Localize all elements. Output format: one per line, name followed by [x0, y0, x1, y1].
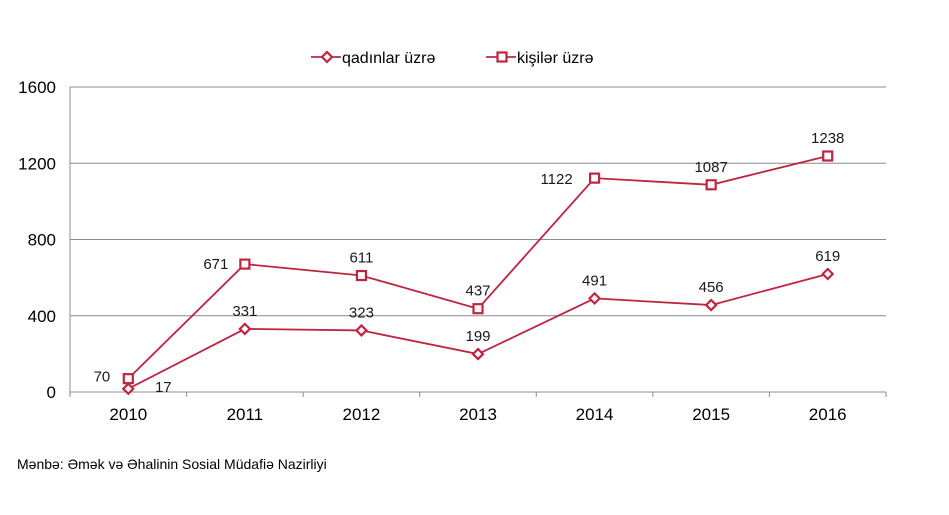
data-label-women: 491: [582, 272, 607, 289]
data-label-men: 437: [465, 283, 490, 300]
data-point-men: [355, 269, 368, 282]
y-tick-label: 0: [47, 383, 56, 402]
legend: qadınlar üzrə kişilər üzrə: [311, 50, 594, 67]
data-point-men: [239, 258, 251, 270]
data-label-men: 1087: [694, 159, 727, 176]
legend-label-women: qadınlar üzrə: [342, 50, 435, 67]
legend-marker-women: [320, 50, 334, 64]
data-point-women: [354, 323, 368, 337]
data-point-women: [588, 291, 602, 305]
data-point-men: [705, 179, 717, 191]
data-point-women: [121, 382, 135, 396]
data-label-men: 70: [94, 369, 111, 386]
gridlines: [70, 86, 886, 317]
data-point-women: [471, 347, 485, 361]
y-tick-label: 800: [28, 231, 56, 250]
data-label-men: 1238: [811, 130, 844, 147]
data-label-men: 671: [203, 256, 228, 273]
x-tick-label: 2011: [227, 405, 264, 424]
source-note: Mənbə: Əmək və Əhalinin Sosial Müdafiə N…: [17, 456, 327, 472]
legend-label-men: kişilər üzrə: [517, 50, 594, 67]
x-tick-label: 2010: [109, 405, 147, 424]
x-tick-label: 2013: [459, 405, 497, 424]
x-tick-label: 2016: [809, 405, 847, 424]
data-label-women: 323: [349, 304, 374, 321]
data-label-women: 199: [465, 328, 490, 345]
y-axis: 0 400 800 1200 1600: [18, 78, 71, 402]
series-layer: [121, 150, 835, 396]
data-labels: 17 331 323 199 491 456 619 70 671 611 437 1122 1087 1…: [94, 130, 845, 396]
data-point-women: [821, 267, 835, 281]
data-point-men: [122, 373, 134, 385]
data-point-women: [704, 298, 718, 312]
data-label-men: 1122: [540, 171, 572, 188]
data-label-men: 611: [349, 250, 373, 267]
x-tick-label: 2012: [343, 405, 381, 424]
data-label-women: 456: [699, 279, 724, 296]
y-tick-label: 400: [28, 307, 56, 326]
y-tick-label: 1200: [18, 154, 56, 173]
series-line-men: [127, 155, 828, 380]
data-label-women: 619: [815, 248, 840, 265]
data-point-women: [238, 322, 252, 336]
data-label-women: 331: [232, 303, 257, 320]
legend-marker-men: [496, 51, 508, 63]
x-tick-label: 2014: [576, 405, 614, 424]
data-point-men: [472, 303, 484, 315]
data-point-men: [588, 172, 601, 184]
data-label-women: 17: [155, 379, 172, 396]
x-axis: 2010 2011 2012 2013 2014 2015 2016: [69, 391, 887, 424]
x-tick-label: 2015: [692, 405, 730, 424]
y-tick-label: 1600: [18, 78, 56, 97]
data-point-men: [822, 150, 834, 162]
